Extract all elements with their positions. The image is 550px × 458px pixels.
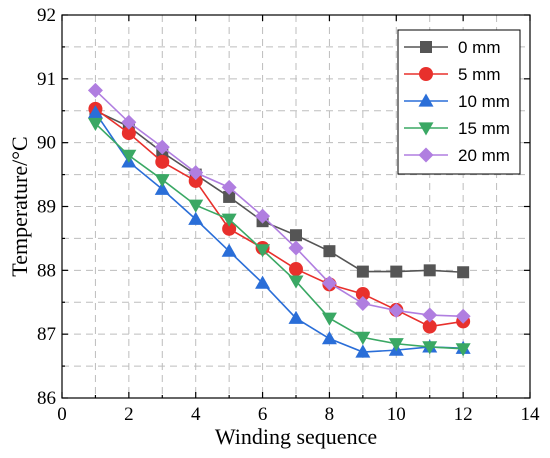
legend-marker xyxy=(418,93,434,107)
data-point xyxy=(87,105,103,119)
series-15-mm xyxy=(87,117,471,357)
legend-label: 5 mm xyxy=(458,65,501,84)
data-point xyxy=(255,275,271,289)
series-20-mm xyxy=(87,82,471,324)
data-point xyxy=(154,174,170,188)
data-point xyxy=(87,82,103,98)
data-point xyxy=(222,221,237,236)
y-tick-label: 90 xyxy=(37,133,56,154)
data-point xyxy=(288,240,304,256)
y-tick-label: 88 xyxy=(37,260,56,281)
data-point xyxy=(188,165,204,181)
data-point xyxy=(355,296,371,312)
x-tick-label: 0 xyxy=(57,404,67,425)
x-tick-label: 4 xyxy=(191,404,201,425)
data-point xyxy=(321,275,337,291)
legend-marker xyxy=(420,41,432,53)
x-tick-label: 6 xyxy=(258,404,268,425)
legend: 0 mm 5 mm 10 mm 15 mm 20 mm xyxy=(397,29,521,175)
data-point xyxy=(457,266,470,279)
data-point xyxy=(323,245,336,258)
legend-marker xyxy=(419,67,433,81)
data-point xyxy=(390,265,403,278)
data-point xyxy=(188,173,203,188)
legend-item: 20 mm xyxy=(404,146,510,165)
series-line xyxy=(94,112,464,353)
data-point xyxy=(221,213,237,227)
x-tick-label: 10 xyxy=(387,404,406,425)
data-point xyxy=(388,303,404,319)
legend-label: 10 mm xyxy=(458,92,510,111)
data-point xyxy=(422,319,437,334)
data-point xyxy=(188,211,204,225)
legend-item: 5 mm xyxy=(404,65,501,84)
grid xyxy=(62,15,530,398)
data-point xyxy=(121,126,136,141)
data-point xyxy=(321,331,337,345)
data-point xyxy=(356,265,369,278)
y-tick-label: 86 xyxy=(37,388,56,409)
legend-marker xyxy=(418,147,434,163)
data-point xyxy=(423,264,436,277)
legend-item: 10 mm xyxy=(404,92,510,111)
y-axis-title: Temperature/°C xyxy=(7,136,32,276)
y-tick-label: 92 xyxy=(37,5,56,26)
data-point xyxy=(221,243,237,257)
y-tick-label: 89 xyxy=(37,197,56,218)
data-point xyxy=(154,139,170,155)
data-point xyxy=(455,308,471,324)
x-tick-label: 12 xyxy=(454,404,473,425)
x-tick-label: 14 xyxy=(521,404,541,425)
x-tick-label: 2 xyxy=(124,404,134,425)
data-point xyxy=(255,208,271,224)
data-point xyxy=(221,179,237,195)
legend-item: 15 mm xyxy=(404,119,510,138)
legend-label: 15 mm xyxy=(458,119,510,138)
data-point xyxy=(455,343,471,357)
data-point xyxy=(388,338,404,352)
data-point xyxy=(288,275,304,289)
data-point xyxy=(121,149,137,163)
y-tick-label: 91 xyxy=(37,69,56,90)
data-point xyxy=(355,331,371,345)
y-tick-label: 87 xyxy=(37,324,56,345)
series-layer xyxy=(87,82,471,358)
legend-label: 0 mm xyxy=(458,38,501,57)
data-point xyxy=(155,154,170,169)
data-point xyxy=(87,117,103,132)
data-point xyxy=(321,312,337,326)
data-point xyxy=(355,286,370,301)
data-point xyxy=(422,341,438,355)
x-tick-label: 8 xyxy=(325,404,335,425)
data-point xyxy=(255,244,271,258)
data-point xyxy=(223,190,236,203)
data-point xyxy=(288,310,304,324)
data-point xyxy=(121,114,137,130)
series-10-mm xyxy=(87,105,471,358)
data-point xyxy=(422,307,438,323)
axes: 0 2 4 6 8 10 12 14 86 87 88 89 90 91 92 xyxy=(37,5,540,425)
data-point xyxy=(289,262,303,277)
data-point xyxy=(290,229,302,242)
legend-box xyxy=(397,29,521,175)
data-point xyxy=(154,181,170,195)
data-point xyxy=(355,344,371,358)
legend-item: 0 mm xyxy=(404,38,501,57)
legend-label: 20 mm xyxy=(458,146,510,165)
legend-marker xyxy=(418,122,434,136)
x-axis-title: Winding sequence xyxy=(215,424,377,449)
data-point xyxy=(188,199,204,213)
